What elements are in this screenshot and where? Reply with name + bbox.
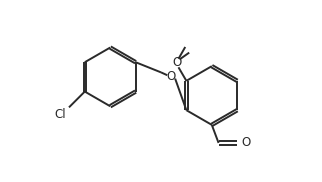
Text: O: O [173,56,182,69]
Text: Cl: Cl [54,108,66,122]
Text: methoxy: methoxy [194,49,200,50]
Text: O: O [166,70,176,83]
Text: O: O [241,136,251,149]
